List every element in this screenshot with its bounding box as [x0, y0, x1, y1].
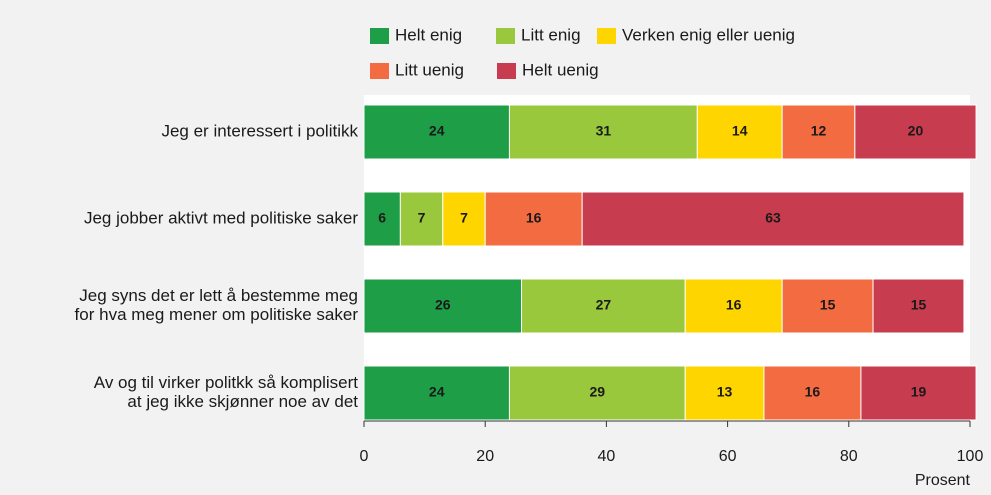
bar-segment: [363, 191, 401, 247]
x-tick-label: 60: [719, 448, 737, 465]
data-label: 16: [726, 297, 742, 313]
data-label: 20: [908, 123, 924, 139]
data-label: 24: [429, 123, 445, 139]
data-label: 16: [805, 384, 821, 400]
legend-swatch: [597, 28, 616, 44]
data-label: 19: [911, 384, 927, 400]
bar-segment: [363, 278, 523, 334]
bar-segment: [781, 278, 874, 334]
data-label: 16: [526, 210, 542, 226]
data-label: 13: [717, 384, 733, 400]
legend-label: Litt enig: [521, 25, 581, 44]
data-label: 6: [378, 210, 386, 226]
y-tick-label: Jeg er interessert i politikk: [161, 121, 358, 140]
y-tick-label: at jeg ikke skjønner noe av det: [127, 392, 358, 411]
data-label: 15: [911, 297, 927, 313]
x-tick-label: 40: [598, 448, 616, 465]
data-label: 15: [820, 297, 836, 313]
legend-label: Litt uenig: [395, 60, 464, 79]
data-label: 31: [596, 123, 612, 139]
bar-segment: [521, 278, 686, 334]
bar-segment: [781, 104, 856, 160]
data-label: 24: [429, 384, 445, 400]
data-label: 27: [596, 297, 612, 313]
bar-segment: [854, 104, 977, 160]
data-label: 7: [418, 210, 426, 226]
y-tick-label: Jeg syns det er lett å bestemme meg: [79, 286, 358, 305]
bar-segment: [581, 191, 965, 247]
bar-segment: [399, 191, 444, 247]
data-label: 12: [811, 123, 827, 139]
legend-swatch: [496, 28, 515, 44]
x-tick-label: 100: [957, 448, 984, 465]
bar-segment: [684, 278, 783, 334]
bar-segment: [442, 191, 486, 247]
x-tick-label: 20: [476, 448, 494, 465]
legend-swatch: [497, 63, 516, 79]
x-tick-label: 80: [840, 448, 858, 465]
data-label: 14: [732, 123, 748, 139]
bar-segment: [872, 278, 965, 334]
data-label: 26: [435, 297, 451, 313]
bar-segment: [363, 104, 510, 160]
legend-label: Helt uenig: [522, 60, 599, 79]
data-label: 7: [460, 210, 468, 226]
bar-segment: [508, 365, 686, 421]
data-label: 29: [590, 384, 606, 400]
y-tick-label: for hva meg mener om politiske saker: [75, 305, 359, 324]
legend-label: Verken enig eller uenig: [622, 25, 795, 44]
legend-swatch: [370, 28, 389, 44]
x-axis-label: Prosent: [915, 472, 971, 489]
bar-segment: [860, 365, 977, 421]
y-tick-label: Av og til virker politkk så komplisert: [94, 373, 358, 392]
legend-label: Helt enig: [395, 25, 462, 44]
data-label: 63: [765, 210, 781, 226]
bar-segment: [484, 191, 583, 247]
bar-segment: [684, 365, 765, 421]
legend-swatch: [370, 63, 389, 79]
x-tick-label: 0: [360, 448, 369, 465]
y-tick-label: Jeg jobber aktivt med politiske saker: [84, 208, 358, 227]
